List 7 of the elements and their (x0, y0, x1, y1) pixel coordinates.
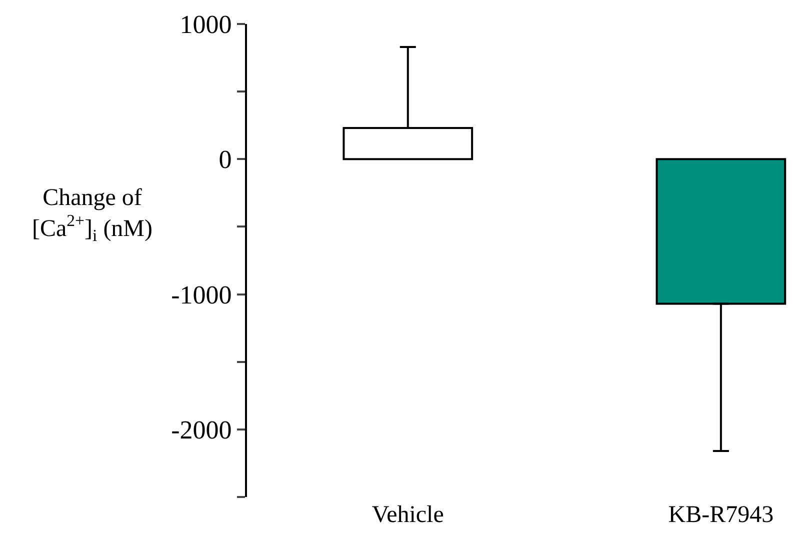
y-tick-label: -1000 (171, 280, 232, 310)
y-tick-label: 1000 (180, 10, 232, 40)
y-tick-label: 0 (218, 145, 232, 174)
x-tick-label: Vehicle (372, 502, 444, 528)
y-axis-title: Change of [Ca$^{2+}$]$_{i}$ (nM) (32, 185, 153, 246)
y-tick-label: -2000 (171, 416, 232, 445)
x-tick-label: KB-R7943 (668, 502, 774, 528)
